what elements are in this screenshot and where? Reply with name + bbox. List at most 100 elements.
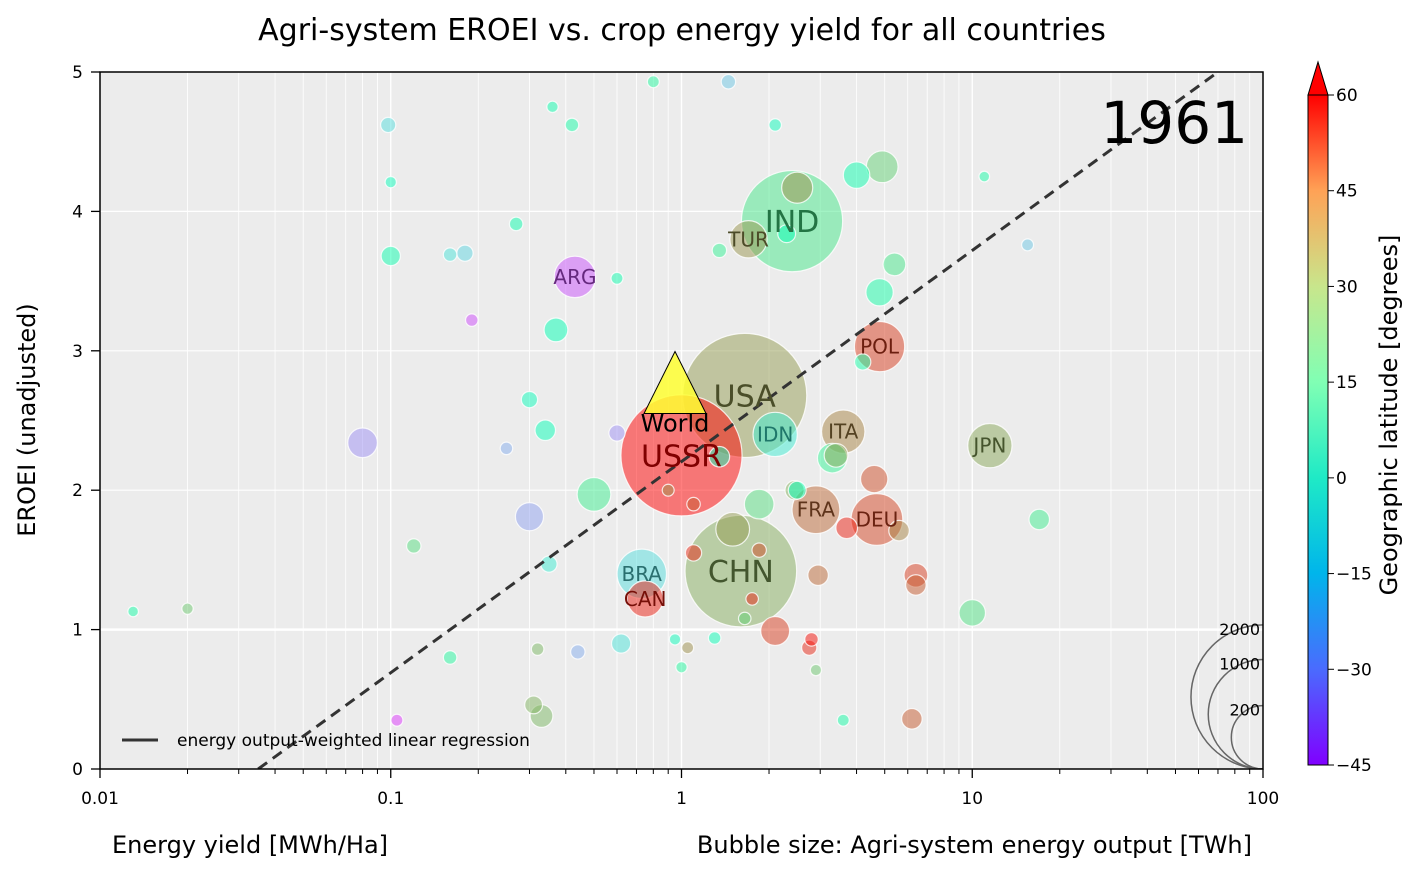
bubble — [888, 519, 910, 542]
world-triangle — [643, 350, 707, 415]
bubble — [684, 544, 703, 562]
bubble — [823, 442, 849, 468]
y-axis: 0 1 2 3 4 5 — [72, 63, 100, 780]
bubble — [405, 538, 422, 554]
bubble — [978, 170, 991, 183]
world-marker: World — [641, 350, 709, 438]
bubble-label-tur: TUR — [727, 227, 769, 251]
bubble-label-fra: FRA — [797, 498, 836, 522]
bubble — [836, 713, 850, 727]
bubble — [859, 464, 889, 494]
bubble — [661, 483, 675, 497]
bubble — [720, 73, 737, 90]
bubble-arg — [553, 255, 597, 299]
bubble — [1028, 508, 1051, 531]
bubble — [127, 605, 140, 618]
bubble — [508, 216, 524, 232]
bubble — [543, 317, 569, 343]
x-tick-label: 100 — [1247, 789, 1279, 809]
y-tick-label: 0 — [72, 760, 83, 780]
colorbar-tick-label: 15 — [1336, 373, 1358, 393]
bubble — [901, 707, 923, 730]
bubble-idn — [752, 411, 798, 458]
size-key-label: 2000 — [1219, 620, 1260, 639]
legend: energy output-weighted linear regression — [122, 731, 530, 751]
bubble — [524, 695, 544, 715]
bubble — [760, 615, 791, 647]
bubble — [384, 175, 397, 189]
size-label: Bubble size: Agri-system energy output [… — [697, 831, 1252, 859]
bubble-label-bra: BRA — [622, 562, 663, 586]
bubble-label-ita: ITA — [828, 420, 859, 444]
bubble — [390, 713, 404, 727]
y-tick-label: 5 — [72, 63, 83, 83]
bubble — [464, 313, 479, 327]
bubble — [442, 247, 458, 262]
bubble — [882, 252, 907, 277]
x-tick-label: 0.1 — [377, 789, 404, 809]
bubble — [958, 599, 987, 627]
bubble — [807, 564, 829, 587]
bubble — [442, 650, 458, 665]
bubble-tur — [729, 220, 768, 259]
bubble-label-arg: ARG — [553, 265, 596, 289]
bubble — [707, 631, 722, 645]
y-tick-label: 4 — [72, 202, 83, 222]
bubble — [456, 244, 474, 262]
bubble — [768, 118, 783, 132]
bubble — [737, 611, 752, 626]
x-tick-label: 0.01 — [81, 789, 119, 809]
x-tick-label: 10 — [961, 789, 983, 809]
bubble — [751, 542, 767, 558]
y-tick-label: 1 — [72, 621, 83, 641]
bubble-can — [626, 580, 664, 618]
bubble-label-chn: CHN — [708, 555, 774, 590]
bubble — [715, 511, 751, 547]
bubble-label-jpn: JPN — [971, 434, 1006, 458]
colorbar-body — [1307, 94, 1329, 766]
bubble — [853, 353, 872, 371]
bubble-label-ind: IND — [765, 205, 819, 240]
bubble — [380, 245, 401, 267]
y-axis-label: EROEI (unadjusted) — [13, 303, 41, 536]
bubble-jpn — [967, 422, 1013, 469]
bubble — [514, 502, 545, 532]
chart-title: Agri-system EROEI vs. crop energy yield … — [258, 13, 1106, 48]
bubble — [743, 488, 775, 520]
bubble — [809, 663, 823, 677]
year-label: 1961 — [1100, 89, 1248, 157]
y-tick-label: 3 — [72, 342, 83, 362]
size-key-label: 1000 — [1219, 655, 1260, 674]
colorbar-tick-label: −15 — [1336, 565, 1372, 585]
bubble — [347, 427, 378, 459]
bubble — [530, 642, 545, 656]
bubble — [681, 641, 695, 655]
bubble — [564, 117, 580, 133]
bubble — [1021, 238, 1035, 252]
x-tick-label: 1 — [676, 789, 687, 809]
bubble — [865, 278, 894, 307]
bubble-labels: USA USSR CHN IND DEU POL BRA FRA IDN JPN ITA ARG TUR… — [553, 205, 1006, 611]
bubble — [711, 242, 728, 259]
bubbles — [127, 73, 1051, 730]
bubble-ind — [740, 169, 844, 273]
size-key-circle — [1207, 658, 1263, 769]
bubble-label-usa: USA — [714, 379, 777, 414]
bubble — [540, 555, 558, 573]
bubble — [668, 633, 682, 646]
colorbar-tick-label: −45 — [1336, 756, 1372, 776]
bubble — [610, 271, 624, 285]
bubble — [842, 161, 871, 189]
colorbar: 60 45 30 15 0 −15 −30 −45 Geographic latitude [… — [1307, 60, 1403, 776]
bubble-fra — [791, 485, 841, 535]
colorbar-tick-label: 0 — [1336, 469, 1347, 489]
bubble-label-pol: POL — [860, 335, 900, 359]
bubble-label-idn: IDN — [757, 422, 793, 446]
x-axis-label: Energy yield [MWh/Ha] — [112, 831, 388, 859]
bubble — [520, 390, 539, 409]
bubble — [804, 632, 819, 647]
size-key-label: 200 — [1229, 701, 1260, 720]
bubble — [781, 171, 814, 204]
bubble — [905, 574, 927, 596]
bubble — [181, 602, 194, 615]
